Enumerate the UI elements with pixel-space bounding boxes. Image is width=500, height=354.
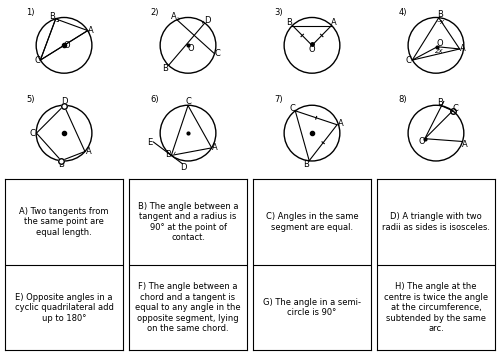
Text: 2x: 2x bbox=[436, 48, 444, 55]
Text: B: B bbox=[50, 12, 56, 21]
Text: O: O bbox=[418, 137, 425, 146]
Text: D: D bbox=[204, 16, 211, 25]
Text: D: D bbox=[180, 163, 187, 172]
Text: G) The angle in a semi-
circle is 90°: G) The angle in a semi- circle is 90° bbox=[263, 298, 361, 317]
Text: B: B bbox=[165, 149, 171, 159]
Text: 8): 8) bbox=[398, 96, 407, 104]
Text: C) Angles in the same
segment are equal.: C) Angles in the same segment are equal. bbox=[266, 212, 358, 232]
Text: 3): 3) bbox=[274, 8, 283, 17]
Text: C: C bbox=[34, 56, 40, 65]
Text: B) The angle between a
tangent and a radius is
90° at the point of
contact.: B) The angle between a tangent and a rad… bbox=[138, 202, 238, 242]
Text: O: O bbox=[436, 39, 443, 48]
Text: C: C bbox=[185, 97, 191, 107]
Text: A: A bbox=[338, 119, 344, 128]
Text: H) The angle at the
centre is twice the angle
at the circumference,
subtended by: H) The angle at the centre is twice the … bbox=[384, 282, 488, 333]
Text: D) A triangle with two
radii as sides is isosceles.: D) A triangle with two radii as sides is… bbox=[382, 212, 490, 232]
Text: A: A bbox=[332, 18, 337, 27]
Text: D: D bbox=[61, 97, 68, 106]
Text: C: C bbox=[406, 56, 412, 65]
Text: E) Opposite angles in a
cyclic quadrilateral add
up to 180°: E) Opposite angles in a cyclic quadrilat… bbox=[14, 293, 114, 322]
Text: F) The angle between a
chord and a tangent is
equal to any angle in the
opposite: F) The angle between a chord and a tange… bbox=[135, 282, 241, 333]
Text: 1): 1) bbox=[26, 8, 35, 17]
Text: 7): 7) bbox=[274, 96, 283, 104]
Text: x: x bbox=[440, 19, 444, 25]
Text: B: B bbox=[286, 18, 292, 27]
Text: A: A bbox=[460, 45, 466, 53]
Text: C: C bbox=[30, 129, 36, 138]
Text: C: C bbox=[452, 104, 458, 113]
Text: B: B bbox=[437, 11, 443, 19]
Text: B: B bbox=[437, 98, 443, 107]
Text: O: O bbox=[64, 41, 70, 50]
Text: C: C bbox=[215, 49, 221, 58]
Text: 2): 2) bbox=[150, 8, 159, 17]
Text: B: B bbox=[162, 64, 168, 73]
Text: A: A bbox=[88, 26, 94, 35]
Text: B: B bbox=[58, 160, 64, 169]
Text: A) Two tangents from
the same point are
equal length.: A) Two tangents from the same point are … bbox=[20, 207, 109, 237]
Text: A: A bbox=[86, 147, 91, 156]
Text: 5): 5) bbox=[26, 96, 35, 104]
Text: 4): 4) bbox=[398, 8, 407, 17]
Text: O: O bbox=[308, 45, 316, 54]
Text: A: A bbox=[212, 143, 218, 152]
Text: 6): 6) bbox=[150, 96, 159, 104]
Text: E: E bbox=[148, 138, 152, 147]
Text: C: C bbox=[290, 103, 296, 113]
Text: O: O bbox=[188, 44, 194, 53]
Text: B: B bbox=[304, 160, 310, 169]
Text: A: A bbox=[462, 140, 468, 149]
Text: A: A bbox=[171, 12, 177, 21]
